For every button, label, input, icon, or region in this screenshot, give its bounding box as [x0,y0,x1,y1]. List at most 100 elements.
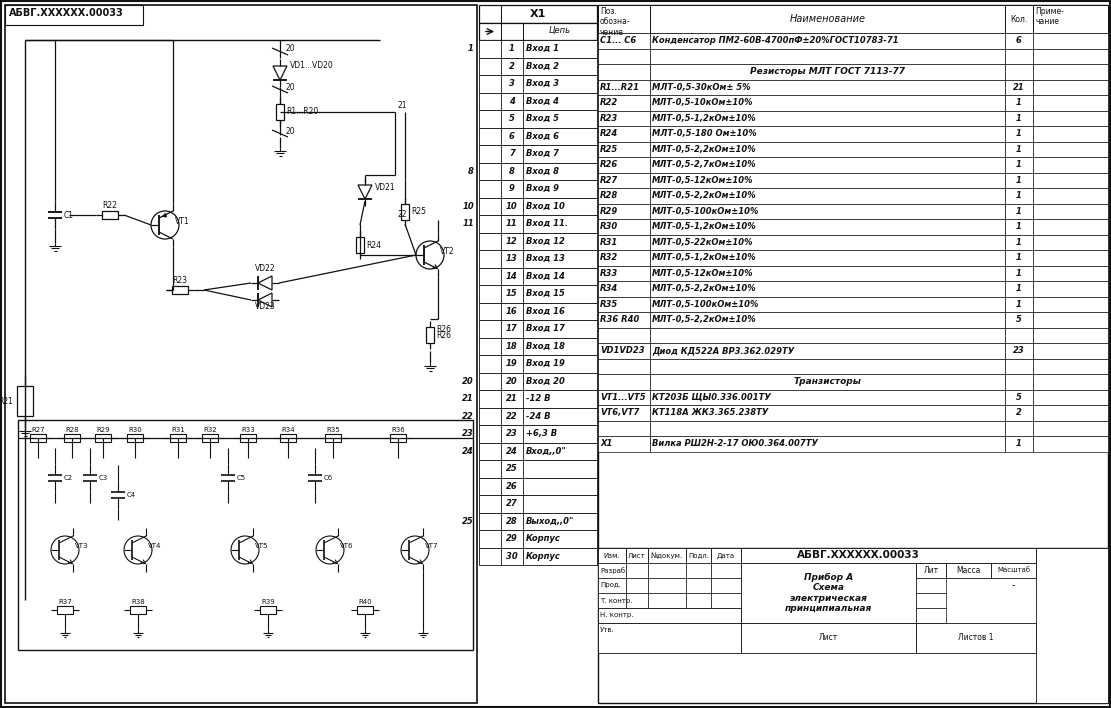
Text: R23: R23 [172,276,188,285]
Bar [1005,281,1033,297]
Bar [1033,312,1108,328]
Bar [479,425,597,442]
Text: 25: 25 [507,464,518,473]
Bar [685,593,711,608]
Text: Разраб.: Разраб. [600,567,628,574]
Text: 2: 2 [509,62,514,71]
Text: 30: 30 [507,552,518,561]
Bar [357,606,373,614]
Text: 23: 23 [507,429,518,438]
Text: Вход 6: Вход 6 [526,132,559,141]
Text: 5: 5 [1017,393,1022,401]
Bar [1033,343,1108,358]
Text: 20: 20 [286,83,296,92]
Text: R29: R29 [97,427,110,433]
Bar [1033,328,1108,343]
Text: R40: R40 [358,599,372,605]
Bar [479,460,597,477]
Bar [598,436,650,452]
Text: 21: 21 [1013,83,1024,92]
Text: Масштаб: Масштаб [997,568,1030,573]
Text: 28: 28 [507,517,518,526]
Text: Изм.: Изм. [603,552,620,559]
Bar [1033,436,1108,452]
Text: 23: 23 [1013,346,1024,355]
Bar [625,593,648,608]
Bar [1005,343,1033,358]
Text: 9: 9 [509,184,514,193]
Text: 22: 22 [397,210,407,219]
Text: VT7: VT7 [426,543,439,549]
Bar [648,548,685,563]
Text: 1: 1 [1017,299,1022,309]
Text: C6: C6 [324,475,333,481]
Text: 16: 16 [507,307,518,316]
Bar [479,163,597,180]
Text: Лист: Лист [628,552,645,559]
Bar [711,563,741,578]
Bar [598,266,650,281]
Text: Вход 7: Вход 7 [526,149,559,159]
Bar [30,434,46,442]
Text: МЛТ-0,5-1,2кОм±10%: МЛТ-0,5-1,2кОм±10% [652,253,757,262]
Bar [598,374,650,389]
Text: 15: 15 [507,290,518,298]
Bar [650,405,1005,421]
Text: МЛТ-0,5-12кОм±10%: МЛТ-0,5-12кОм±10% [652,176,753,185]
Bar [356,237,364,253]
Bar [915,593,945,608]
Bar [479,547,597,565]
Text: МЛТ-0,5-180 Ом±10%: МЛТ-0,5-180 Ом±10% [652,130,757,138]
Text: Транзисторы: Транзисторы [793,377,861,387]
Text: МЛТ-0,5-1,2кОм±10%: МЛТ-0,5-1,2кОм±10% [652,222,757,232]
Bar [479,477,597,495]
Bar [130,606,146,614]
Bar [1033,421,1108,436]
Text: №докум.: №докум. [651,552,683,559]
Text: Приме-
чание: Приме- чание [1035,7,1064,26]
Bar [598,79,650,95]
Bar [1005,126,1033,142]
Bar [1033,173,1108,188]
Bar [1033,250,1108,266]
Text: 20: 20 [286,127,296,136]
Bar [1005,49,1033,64]
Bar [479,250,597,268]
Bar [479,180,597,198]
Bar [650,436,1005,452]
Text: Н. контр.: Н. контр. [600,612,633,619]
Text: VT4: VT4 [148,543,161,549]
Bar [625,563,648,578]
Bar [1005,266,1033,281]
Text: C1... C6: C1... C6 [600,36,637,45]
Text: VT1...VT5: VT1...VT5 [600,393,645,401]
Bar [479,285,597,302]
Bar [426,327,434,343]
Text: 8: 8 [509,167,514,176]
Bar [650,328,1005,343]
Text: R35: R35 [327,427,340,433]
Bar [598,343,650,358]
Text: -: - [1012,581,1015,590]
Bar [479,93,597,110]
Bar [479,110,597,127]
Text: X1: X1 [600,439,612,448]
Text: R1...R20: R1...R20 [286,108,318,117]
Text: Вход 11.: Вход 11. [526,219,568,228]
Text: VD21: VD21 [376,183,396,191]
Text: Вход 20: Вход 20 [526,377,564,386]
Text: R33: R33 [241,427,254,433]
Bar [102,211,118,219]
Text: R25: R25 [411,207,426,217]
Text: МЛТ-0,5-2,2кОм±10%: МЛТ-0,5-2,2кОм±10% [652,284,757,293]
Bar [1005,234,1033,250]
Text: R24: R24 [600,130,618,138]
Bar [172,286,188,294]
Text: Вход 9: Вход 9 [526,184,559,193]
Text: R38: R38 [131,599,144,605]
Text: 4: 4 [509,97,514,105]
Text: Выход,,0": Выход,,0" [526,517,574,526]
Text: 22: 22 [462,412,474,421]
Bar [1005,358,1033,374]
Bar [598,608,741,623]
